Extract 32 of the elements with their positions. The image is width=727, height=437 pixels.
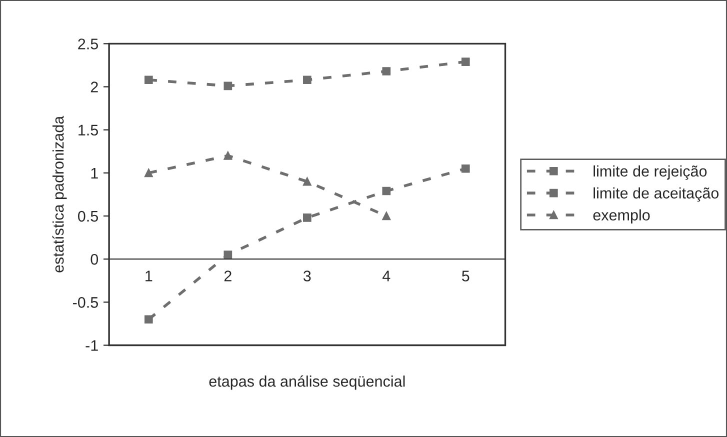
point [224, 152, 232, 160]
point [461, 164, 470, 173]
x-tick-label: 3 [303, 270, 311, 282]
y-tick-label: 0 [90, 254, 98, 265]
x-tick-label: 5 [462, 270, 470, 282]
point [144, 76, 153, 84]
x-axis-title: etapas da análise seqüencial [209, 375, 405, 390]
y-tick-label: 1.5 [78, 124, 98, 136]
y-tick-label: -1 [86, 340, 98, 351]
point [224, 82, 232, 90]
legend-label: limite de aceitação [594, 187, 719, 202]
legend-label: exemplo [593, 209, 650, 224]
point [144, 168, 153, 178]
x-tick-label: 1 [146, 270, 152, 282]
y-tick-label: 1 [91, 168, 98, 178]
y-tick-label: 0.5 [78, 210, 98, 222]
x-tick-label: 4 [382, 270, 390, 282]
point [302, 214, 312, 222]
y-tick-label: 2 [90, 82, 98, 92]
y-tick-label: -0.5 [72, 297, 98, 308]
point [302, 177, 312, 186]
point [302, 76, 312, 84]
point [224, 250, 232, 259]
point [461, 58, 470, 66]
point [382, 186, 391, 196]
point [382, 212, 391, 220]
y-axis-title: estatística padronizada [52, 116, 67, 272]
legend-label: limite de rejeição [594, 165, 707, 180]
x-tick-label: 2 [224, 270, 232, 282]
y-tick-label: 2.5 [78, 38, 98, 50]
point [144, 315, 153, 324]
point [382, 67, 391, 76]
